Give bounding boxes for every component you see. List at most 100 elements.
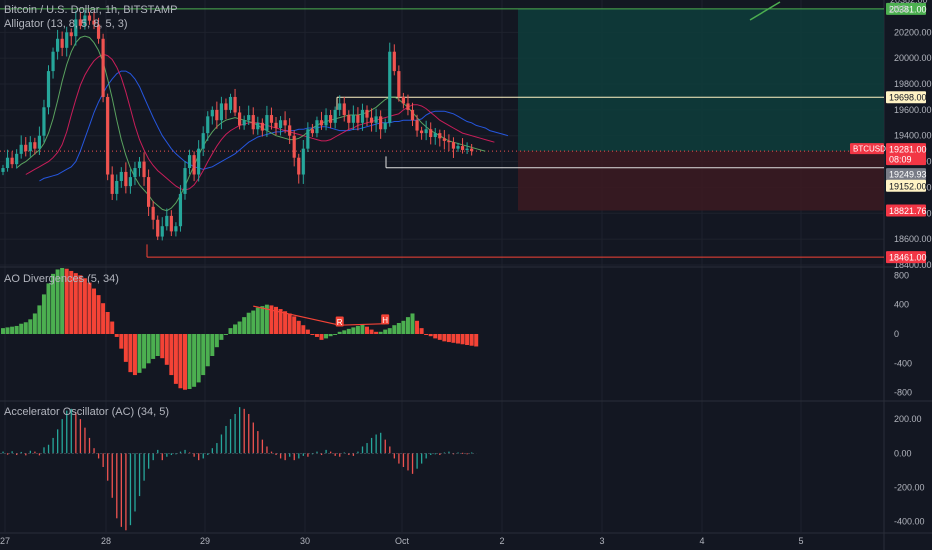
candle — [106, 96, 110, 175]
ac-bar — [138, 453, 141, 497]
ao-bar — [405, 317, 410, 334]
ac-bar — [466, 453, 468, 455]
ao-bar — [442, 334, 447, 342]
ao-legend: AO Divergences (5, 34) — [4, 273, 119, 285]
candle — [69, 32, 73, 37]
ao-bar — [255, 307, 260, 334]
ac-bar — [320, 453, 323, 456]
price-label-text: 18461.00 — [889, 253, 927, 263]
price-label-top: 20381.00 — [886, 2, 927, 15]
price-label-text: 19281.00 — [889, 145, 927, 155]
price-label-box — [886, 204, 926, 217]
ac-bar — [443, 452, 446, 454]
candle — [56, 38, 60, 52]
candle — [10, 157, 14, 165]
ao-bar — [73, 273, 78, 334]
ao-bar — [319, 334, 324, 340]
ao-bar — [78, 275, 83, 334]
ac-bar — [25, 453, 27, 456]
ac-bar — [434, 453, 436, 455]
ao-bar — [155, 334, 160, 356]
ac-bar — [152, 453, 154, 461]
candle — [147, 177, 151, 207]
price-label-box — [886, 251, 926, 264]
ao-bar — [424, 334, 429, 335]
candle — [224, 103, 228, 110]
ao-bar — [82, 278, 87, 334]
ac-bar — [179, 451, 182, 454]
ao-bar — [187, 334, 192, 389]
ac-bar — [193, 453, 195, 457]
candle — [33, 142, 37, 149]
divergence-badge-h: H — [381, 314, 390, 325]
ac-bar — [457, 452, 459, 454]
ao-bar — [451, 334, 456, 343]
candle — [338, 103, 342, 110]
candle — [278, 120, 283, 128]
ac-bar — [79, 419, 82, 454]
candle — [228, 96, 233, 110]
candles — [1, 10, 474, 241]
ac-bar — [384, 439, 386, 454]
ac-bar — [120, 453, 122, 527]
ao-bar — [433, 334, 438, 339]
candle — [15, 153, 19, 165]
candle — [379, 116, 383, 130]
ac-bar — [16, 453, 18, 456]
ao-bar — [223, 334, 228, 335]
candle — [319, 120, 324, 126]
ao-bar — [92, 288, 96, 334]
ao-bar — [383, 329, 388, 334]
ao-bar — [201, 334, 206, 376]
ao-bar — [324, 334, 329, 339]
ao-tick-label: 0 — [894, 329, 899, 339]
ao-bar — [369, 329, 374, 334]
ao-bar — [219, 334, 224, 340]
ac-bar — [6, 453, 9, 455]
ac-bar — [188, 452, 191, 454]
trend-line — [749, 1, 781, 21]
divergence-badge-text: R — [337, 318, 343, 327]
ac-bar — [34, 451, 36, 454]
ac-bar — [211, 448, 213, 454]
candle — [101, 38, 105, 97]
symbol-tag-box — [850, 143, 884, 155]
horizontal-levels — [0, 1, 884, 258]
symbol-title: Bitcoin / U.S. Dollar, 1h, BITSTAMP — [4, 4, 178, 16]
ac-bar — [402, 453, 405, 467]
ao-divergence-line — [253, 305, 340, 326]
ac-bar — [2, 451, 4, 454]
ac-bar — [352, 453, 355, 456]
ao-bar — [437, 334, 442, 340]
alligator-lips-line — [16, 35, 486, 212]
candle — [233, 96, 237, 113]
candle — [87, 15, 92, 21]
ao-bar — [314, 334, 319, 337]
candle — [110, 174, 114, 194]
candle — [5, 157, 10, 169]
candle — [306, 129, 310, 149]
candle — [142, 161, 146, 178]
ao-bar — [333, 334, 338, 335]
ao-bar — [210, 334, 215, 356]
candle — [465, 148, 469, 150]
ac-bar — [88, 437, 91, 454]
position-zones — [518, 8, 884, 211]
ao-bar — [410, 313, 415, 334]
ao-bar — [465, 334, 470, 345]
candle — [356, 115, 360, 123]
candle — [83, 15, 87, 26]
candle — [251, 115, 255, 130]
ac-bar — [61, 419, 63, 454]
symbol-tag: BTCUSD — [850, 143, 886, 155]
ao-bar — [14, 325, 19, 334]
time-tick-label: 4 — [699, 536, 704, 546]
time-tick-label: 3 — [599, 536, 604, 546]
price-label-low2: 18461.00 — [886, 251, 927, 264]
price-label-text: 19152.00 — [889, 181, 927, 191]
ac-bar — [170, 453, 173, 456]
candle — [92, 20, 96, 25]
ao-bar — [260, 306, 265, 334]
